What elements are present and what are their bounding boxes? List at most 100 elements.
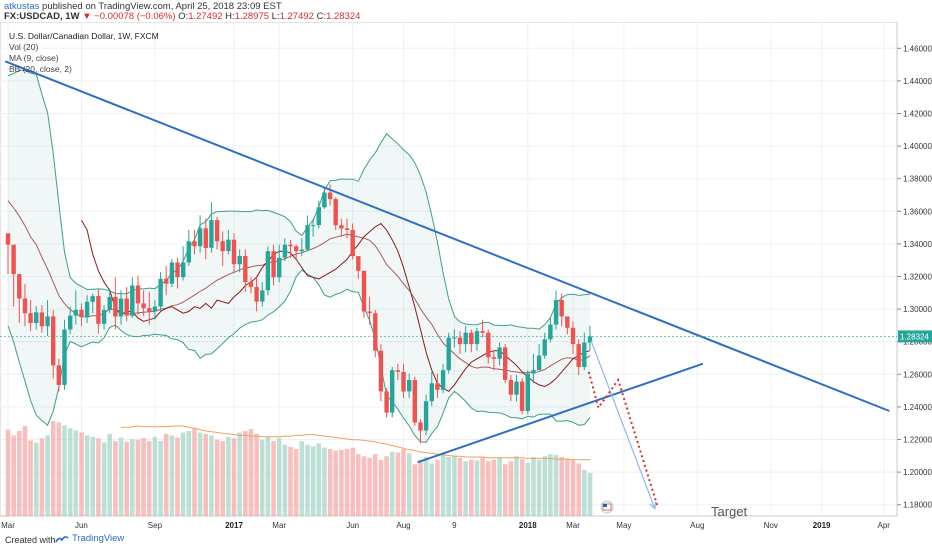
price-tick-label: 1.32000	[903, 273, 932, 282]
legend-vol[interactable]: Vol (20)	[9, 42, 38, 52]
price-axis[interactable]: 1.46000 1.44000 1.42000 1.40000 1.38000 1.360…	[897, 44, 932, 510]
candle-body	[373, 313, 378, 351]
time-tick-label: 2018	[519, 521, 537, 530]
flag-icon[interactable]	[600, 500, 614, 514]
candle-body	[367, 311, 372, 314]
volume-bar	[310, 446, 316, 516]
candle-body	[62, 329, 67, 385]
volume-bar	[395, 452, 401, 516]
trendlines[interactable]	[4, 60, 890, 464]
time-tick-label: Mar	[566, 521, 580, 530]
candle-body	[265, 251, 271, 291]
volume-bar	[367, 457, 372, 516]
candle-body	[197, 228, 203, 247]
volume-bar	[192, 428, 197, 516]
volume-bar	[130, 439, 135, 516]
candle	[11, 244, 16, 307]
candle-body	[565, 316, 570, 328]
candle-body	[277, 257, 282, 278]
candle-body	[45, 316, 50, 327]
candle-body	[135, 285, 141, 304]
ohlc-row: FX:USDCAD, 1W ▼ −0.00078 (−0.06%) O:1.27…	[4, 11, 360, 22]
volume-bar	[259, 439, 265, 516]
candle	[181, 246, 186, 281]
candle-body	[113, 296, 118, 317]
candle-body	[124, 298, 129, 316]
candle	[51, 309, 56, 379]
candle-body	[107, 296, 112, 310]
volume-bar	[463, 461, 468, 516]
candle	[192, 229, 197, 255]
time-tick-label: Aug	[396, 521, 410, 530]
candle-body	[226, 239, 231, 252]
candle-body	[327, 192, 333, 200]
volume-bar	[101, 442, 107, 516]
candle-body	[310, 225, 316, 227]
volume-bar	[542, 456, 548, 516]
candle-body	[322, 192, 327, 208]
volume-bar	[531, 457, 536, 516]
candle-body	[378, 350, 384, 392]
candle	[384, 388, 389, 418]
volume-bar	[497, 457, 502, 516]
candle-body	[536, 355, 542, 371]
candle-body	[169, 262, 175, 284]
candle-body	[90, 296, 95, 302]
candle	[440, 363, 446, 394]
candle-body	[576, 344, 581, 367]
volume-bar	[536, 459, 542, 516]
candle	[407, 373, 412, 398]
candle	[570, 321, 576, 354]
candle	[435, 373, 440, 398]
candle-body	[260, 290, 265, 302]
candle	[248, 277, 254, 294]
volume-bar	[62, 425, 67, 516]
candle-body	[96, 296, 101, 324]
candle-body	[542, 339, 547, 356]
candle-body	[452, 337, 457, 339]
author-link[interactable]: atkustas	[4, 1, 40, 12]
candle	[141, 290, 146, 317]
candle-body	[316, 207, 321, 226]
tradingview-brand[interactable]: TradingView	[55, 533, 124, 544]
candle	[5, 233, 11, 275]
volume-bar	[146, 441, 152, 516]
candle	[514, 375, 519, 402]
support-trendline[interactable]	[417, 362, 704, 464]
projection-arrow[interactable]	[590, 340, 656, 510]
volume-bar	[378, 459, 384, 516]
last-price-label: 1.28324	[900, 332, 929, 341]
candle	[169, 259, 175, 287]
volume-bar	[502, 464, 508, 516]
candle-body	[164, 278, 169, 284]
volume-bar	[237, 432, 242, 516]
time-tick-label: Aug	[690, 521, 704, 530]
close-label: C:	[316, 11, 327, 22]
volume-bar	[480, 457, 485, 516]
projections[interactable]	[587, 340, 659, 511]
price-change: ▼ −0.00078 (−0.06%)	[82, 11, 176, 22]
resistance-trendline[interactable]	[4, 60, 890, 412]
candle-body	[548, 324, 553, 340]
volume-bar	[118, 437, 124, 516]
candle-body	[271, 251, 276, 278]
candle-body	[158, 278, 163, 307]
candle	[39, 305, 45, 333]
candle	[214, 216, 220, 250]
candle	[271, 244, 276, 286]
volume-bar	[469, 459, 474, 516]
time-tick-label: Jun	[75, 521, 88, 530]
legend-ma[interactable]: MA (9, close)	[9, 53, 59, 63]
volume-bar	[209, 435, 214, 516]
legend-title: U.S. Dollar/Canadian Dollar, 1W, FXCM	[9, 31, 159, 41]
candle-body	[440, 370, 446, 390]
price-chart[interactable]: U.S. Dollar/Canadian Dollar, 1W, FXCM Vo…	[0, 22, 932, 530]
candle	[322, 187, 327, 209]
plot-area[interactable]	[0, 22, 898, 517]
legend-bb[interactable]: BB (20, close, 2)	[9, 64, 72, 74]
candle	[231, 233, 237, 273]
time-axis[interactable]: Mar Jun Sep 2017 Mar Jun Aug 9 2018 Mar May Aug Nov 2…	[1, 521, 890, 530]
candle-body	[5, 233, 11, 245]
candle-body	[203, 228, 208, 248]
candle	[288, 239, 293, 258]
